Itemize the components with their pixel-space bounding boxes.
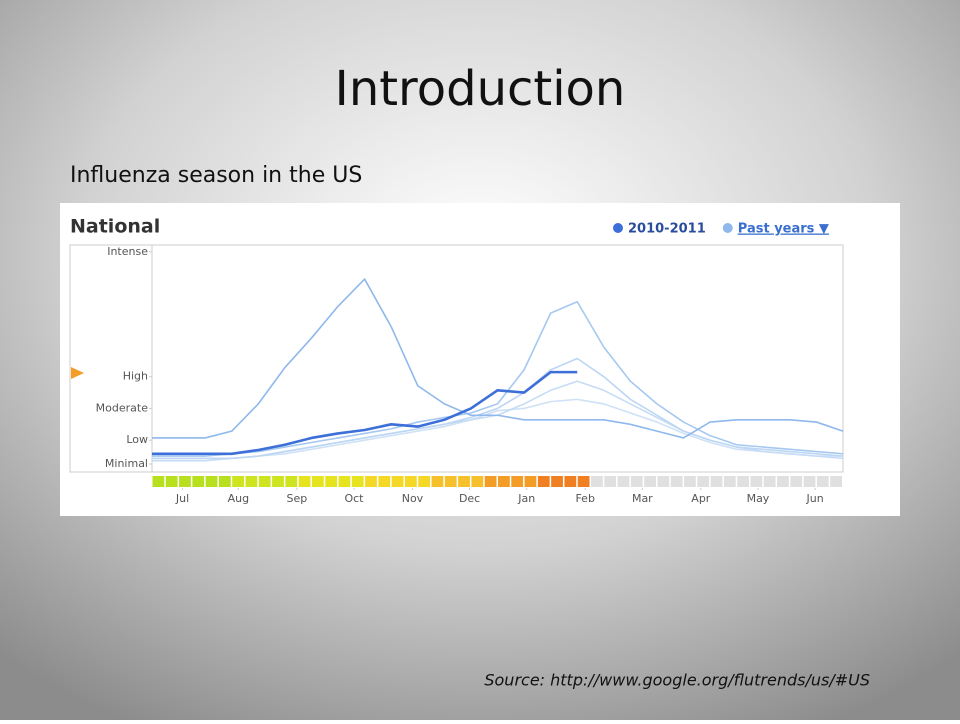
activity-square (816, 476, 829, 487)
activity-square (604, 476, 617, 487)
activity-square (418, 476, 431, 487)
activity-square (351, 476, 364, 487)
activity-square (484, 476, 497, 487)
activity-square (179, 476, 191, 487)
activity-square (365, 476, 377, 487)
activity-square (338, 476, 351, 487)
activity-square (684, 476, 696, 487)
activity-square (830, 476, 842, 487)
series-line (152, 278, 844, 439)
activity-square (617, 476, 630, 487)
chart-panel (60, 203, 900, 516)
x-tick-label: May (747, 492, 770, 505)
activity-square (537, 476, 550, 487)
level-marker (71, 367, 84, 379)
x-tick-label: Sep (286, 492, 307, 505)
x-tick-label: Oct (344, 492, 364, 505)
activity-square (644, 476, 656, 487)
legend-label[interactable]: Past years ▼ (738, 222, 829, 237)
slide-subtitle: Influenza season in the US (70, 163, 362, 188)
activity-square (564, 476, 577, 487)
x-tick-label: Nov (402, 492, 424, 505)
activity-square (551, 476, 563, 487)
activity-square (404, 476, 417, 487)
source: Source: http://www.google.org/flutrends/… (484, 671, 870, 690)
activity-square (723, 476, 736, 487)
activity-square (697, 476, 710, 487)
activity-square (391, 476, 404, 487)
activity-square (737, 476, 749, 487)
activity-square (245, 476, 258, 487)
x-tick-label: Jul (175, 492, 189, 505)
plot-frame (69, 244, 844, 473)
activity-square (298, 476, 311, 487)
activity-square (444, 476, 457, 487)
activity-square (630, 476, 643, 487)
activity-square (763, 476, 776, 487)
activity-square (311, 476, 324, 487)
activity-square (710, 476, 723, 487)
activity-square (591, 476, 603, 487)
y-tick-label: Intense (107, 245, 148, 258)
activity-square (232, 476, 245, 487)
slide-title: Introduction (335, 61, 626, 117)
activity-square (577, 476, 590, 487)
series-line (152, 370, 578, 456)
activity-square (272, 476, 284, 487)
activity-square (285, 476, 298, 487)
activity-square (152, 476, 165, 487)
activity-square (471, 476, 484, 487)
x-tick-label: Jun (806, 492, 824, 505)
series-line (152, 357, 844, 460)
y-tick-label: Moderate (96, 401, 149, 414)
activity-square (657, 476, 670, 487)
activity-square (790, 476, 803, 487)
x-tick-label: Aug (228, 492, 249, 505)
activity-square (498, 476, 510, 487)
activity-square (670, 476, 683, 487)
y-tick-label: Low (126, 433, 148, 446)
activity-square (777, 476, 789, 487)
activity-square (378, 476, 391, 487)
legend-label: 2010-2011 (628, 222, 706, 237)
activity-square (524, 476, 537, 487)
activity-square (803, 476, 816, 487)
activity-square (192, 476, 205, 487)
activity-square (511, 476, 524, 487)
x-tick-label: Mar (632, 492, 653, 505)
activity-square (218, 476, 231, 487)
activity-square (258, 476, 271, 487)
activity-square (750, 476, 763, 487)
x-tick-label: Dec (459, 492, 480, 505)
activity-square (458, 476, 470, 487)
activity-square (325, 476, 338, 487)
activity-square (205, 476, 218, 487)
x-tick-label: Feb (575, 492, 594, 505)
legend-swatch (722, 223, 733, 233)
legend-swatch (613, 223, 623, 233)
x-tick-label: Apr (691, 492, 711, 505)
y-tick-label: High (123, 370, 148, 383)
activity-square (431, 476, 444, 487)
x-tick-label: Jan (517, 492, 535, 505)
series-line (152, 300, 844, 457)
chart-title: National (70, 216, 160, 238)
activity-square (165, 476, 178, 487)
y-tick-label: Minimal (105, 457, 148, 470)
